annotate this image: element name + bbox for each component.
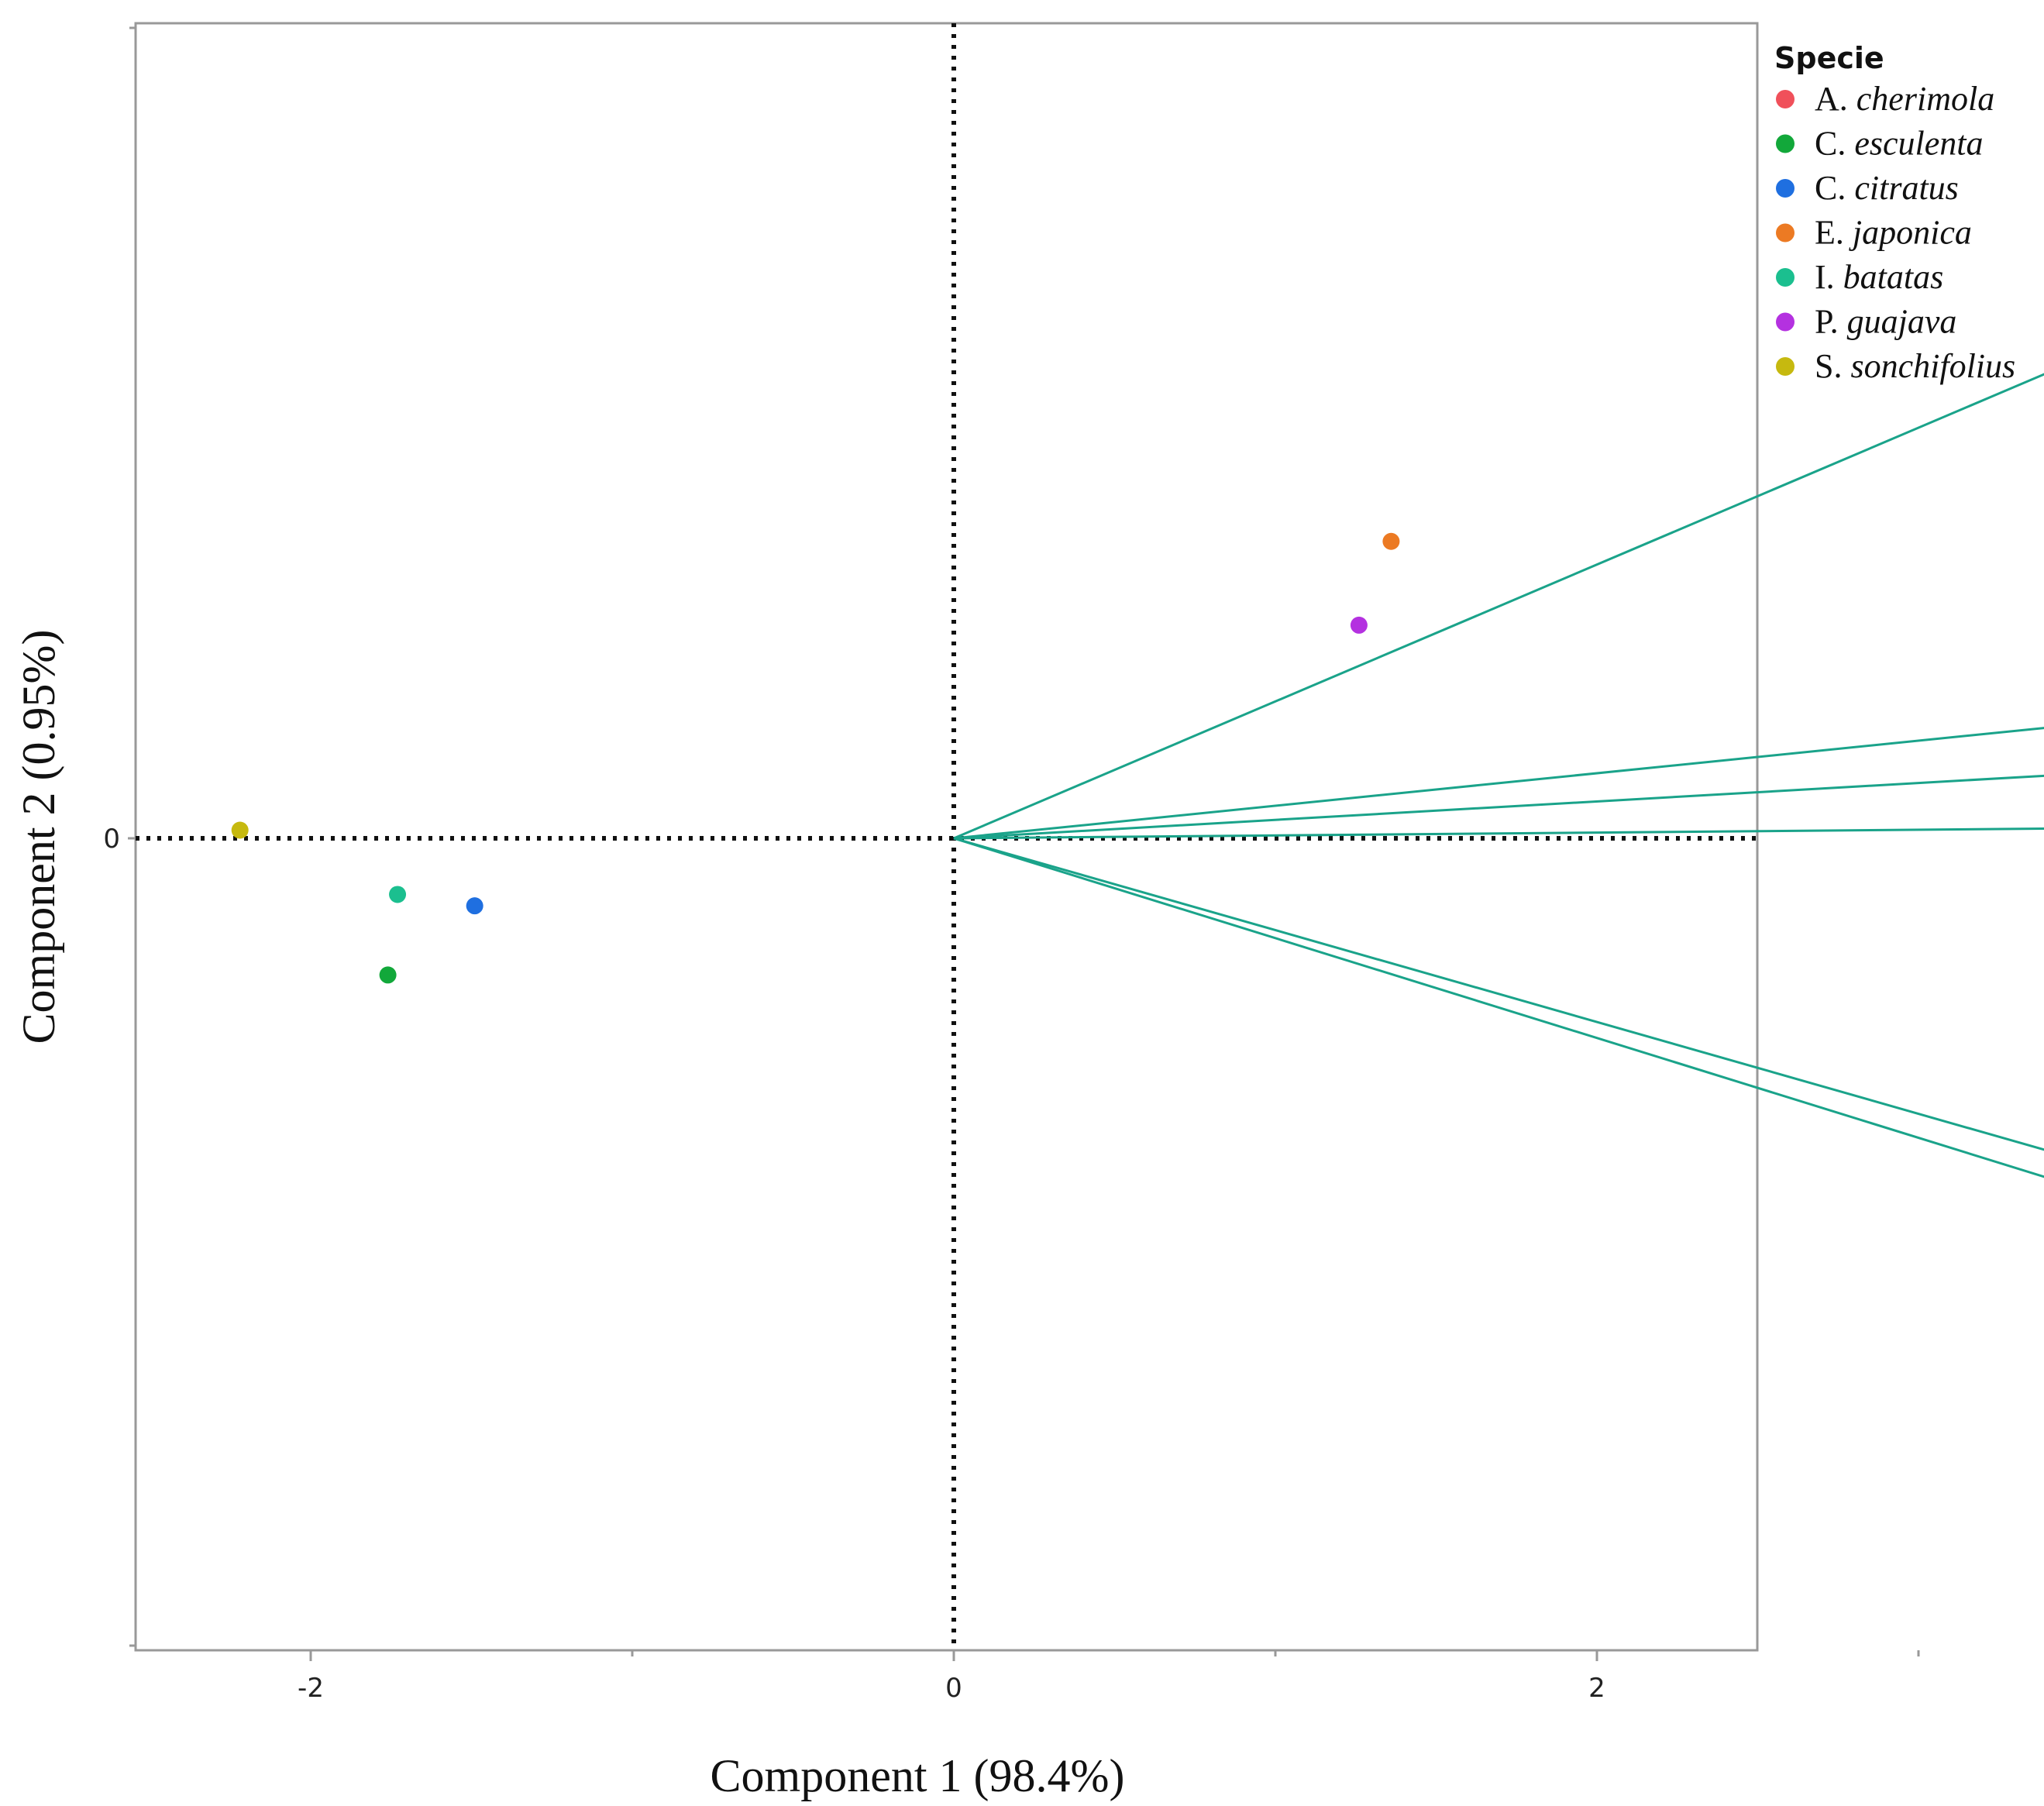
legend: Specie A. cherimola C. esculenta C. citrat… <box>1774 41 2015 385</box>
loading-vectors: FCDPPHABTSTPCODCFRAP <box>953 373 2044 1178</box>
x-tick-label: -2 <box>298 1673 324 1704</box>
loading-vector-frap <box>953 837 2044 1178</box>
score-points <box>231 532 1400 984</box>
legend-item: C. citratus <box>1776 169 1959 207</box>
legend-label: S. sonchifolius <box>1815 347 2015 385</box>
legend-item: A. cherimola <box>1776 80 1994 118</box>
loading-vector-dpph <box>953 727 2044 840</box>
score-point-e-japonica <box>1382 532 1400 550</box>
legend-title: Specie <box>1774 41 1884 75</box>
score-point-c-citratus <box>466 897 483 915</box>
legend-item: S. sonchifolius <box>1776 347 2015 385</box>
y-tick-label: 0 <box>103 824 120 855</box>
x-axis-title: Component 1 (98.4%) <box>711 1750 1125 1801</box>
loading-vector-tpc <box>953 827 2044 840</box>
score-point-c-esculenta <box>379 966 397 984</box>
legend-label: I. batatas <box>1815 258 1943 296</box>
score-point-i-batatas <box>389 886 407 903</box>
legend-marker <box>1776 134 1795 153</box>
legend-item: C. esculenta <box>1776 125 1984 163</box>
x-tick-label: 2 <box>1588 1673 1605 1704</box>
legend-label: E. japonica <box>1815 214 1972 252</box>
legend-marker <box>1776 223 1795 243</box>
legend-label: A. cherimola <box>1815 80 1994 118</box>
legend-marker <box>1776 357 1795 376</box>
loading-vector-abts <box>953 774 2044 840</box>
reference-lines <box>136 23 1757 1650</box>
legend-marker <box>1776 268 1795 287</box>
legend-label: P. guajava <box>1815 303 1956 341</box>
loading-vector-fc <box>953 373 2044 840</box>
loading-vector-odc <box>953 837 2044 1151</box>
y-axis-title: Component 2 (0.95%) <box>13 630 64 1044</box>
legend-marker <box>1776 312 1795 332</box>
legend-item: P. guajava <box>1776 303 1956 341</box>
score-point-p-guajava <box>1350 616 1368 634</box>
legend-label: C. esculenta <box>1815 125 1984 163</box>
axis-ticks: -4-20240 <box>103 26 1920 1704</box>
legend-marker <box>1776 90 1795 108</box>
legend-item: E. japonica <box>1776 214 1972 252</box>
score-point-s-sonchifolius <box>231 821 249 839</box>
x-tick-label: 0 <box>945 1673 962 1704</box>
legend-label: C. citratus <box>1815 169 1959 207</box>
legend-marker <box>1776 179 1795 198</box>
legend-item: I. batatas <box>1776 258 1943 296</box>
